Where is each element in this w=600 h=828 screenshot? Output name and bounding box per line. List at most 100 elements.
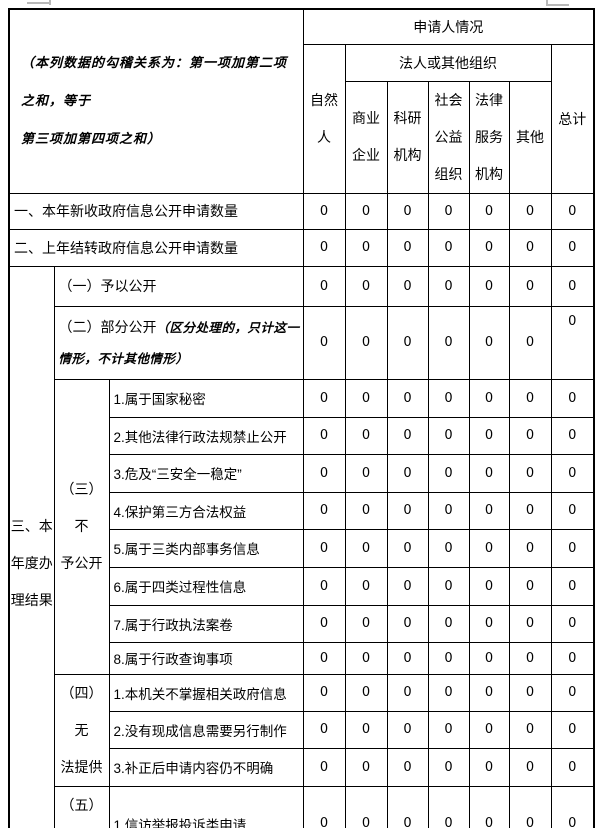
header-other: 其他 [508,80,552,194]
header-legal-org: 法人或其他组织 [344,43,552,82]
value-cell: 0 [468,710,510,750]
value-cell: 0 [386,528,429,568]
value-cell: 0 [386,265,429,307]
value-cell: 0 [508,265,552,307]
value-cell: 0 [550,491,595,530]
value-cell: 0 [508,378,552,418]
sub-item-label-internal-affairs: 5.属于三类内部事务信息 [108,528,304,568]
value-cell: 0 [302,785,346,828]
value-cell: 0 [550,416,595,455]
value-cell: 0 [302,748,346,787]
header-natural-person: 自然 人 [302,43,346,194]
value-cell: 0 [386,491,429,530]
value-cell: 0 [468,228,510,267]
value-cell: 0 [508,785,552,828]
value-cell: 0 [468,528,510,568]
table-edge-artifact-right-horizontal [546,4,569,6]
row-label-disclosed: （一）予以公开 [53,265,304,307]
value-cell: 0 [386,378,429,418]
value-cell: 0 [302,192,346,230]
value-cell: 0 [302,228,346,267]
value-cell: 0 [550,528,595,568]
section-label-not-disclosed: （三）不 予公开 [53,378,110,675]
value-cell: 0 [302,710,346,750]
header-legal-service-org: 法律 服务 机构 [468,80,510,194]
value-cell: 0 [550,566,595,606]
value-cell: 0 [508,491,552,530]
value-cell: 0 [427,416,470,455]
value-cell: 0 [427,748,470,787]
value-cell: 0 [302,265,346,307]
value-cell: 0 [302,453,346,493]
header-research-institution: 科研 机构 [386,80,429,194]
gov-info-disclosure-table: （本列数据的勾稽关系为：第一项加第二项之和，等于 第三项加第四项之和） 申请人情… [8,8,596,828]
value-cell: 0 [468,378,510,418]
value-cell: 0 [427,566,470,606]
value-cell: 0 [344,378,388,418]
row-label-carried-over: 二、上年结转政府信息公开申请数量 [8,228,304,267]
value-cell: 0 [550,265,595,307]
sub-item-label-law-forbidden: 2.其他法律行政法规禁止公开 [108,416,304,455]
sub-item-label-still-unclear: 3.补正后申请内容仍不明确 [108,748,304,787]
table-edge-artifact-left-horizontal [27,2,51,4]
value-cell: 0 [468,566,510,606]
value-cell: 0 [468,192,510,230]
value-cell: 0 [550,604,595,643]
value-cell: 0 [427,604,470,643]
value-cell: 0 [427,453,470,493]
value-cell: 0 [508,566,552,606]
section-label-not-processed: （五）不 [53,785,110,828]
value-cell: 0 [344,641,388,675]
value-cell: 0 [550,748,595,787]
sub-item-label-needs-creation: 2.没有现成信息需要另行制作 [108,710,304,750]
value-cell: 0 [508,604,552,643]
table-edge-artifact-left-vertical [49,0,51,5]
value-cell: 0 [550,785,595,828]
row-label-new-requests: 一、本年新收政府信息公开申请数量 [8,192,304,230]
value-cell: 0 [344,785,388,828]
value-cell: 0 [508,748,552,787]
sub-item-label-admin-inquiry: 8.属于行政查询事项 [108,641,304,675]
sub-item-label-third-party-rights: 4.保护第三方合法权益 [108,491,304,530]
header-commercial-enterprise: 商业 企业 [344,80,388,194]
value-cell: 0 [344,416,388,455]
value-cell: 0 [468,785,510,828]
sub-item-label-endanger-safety: 3.危及“三安全一稳定” [108,453,304,493]
value-cell: 0 [550,192,595,230]
value-cell: 0 [508,192,552,230]
value-cell: 0 [427,491,470,530]
value-cell: 0 [386,453,429,493]
value-cell: 0 [427,673,470,712]
value-cell: 0 [550,641,595,675]
value-cell: 0 [386,785,429,828]
value-cell: 0 [344,265,388,307]
header-applicant-status: 申请人情况 [302,8,595,45]
value-cell: 0 [344,228,388,267]
value-cell: 0 [386,566,429,606]
value-cell: 0 [302,604,346,643]
value-cell: 0 [468,641,510,675]
value-cell: 0 [386,305,429,380]
section-label-unable-provide: （四）无 法提供 [53,673,110,787]
section-label-annual-result: 三、本 年度办 理结果 [8,265,55,828]
value-cell: 0 [468,305,510,380]
value-cell: 0 [427,528,470,568]
value-cell: 0 [427,710,470,750]
partially-disclosed-main: （二）部分公开 [58,318,157,335]
value-cell: 0 [427,265,470,307]
value-cell: 0 [468,416,510,455]
value-cell: 0 [344,710,388,750]
value-cell: 0 [344,305,388,380]
value-cell: 0 [550,710,595,750]
value-cell: 0 [344,748,388,787]
sub-item-label-state-secret: 1.属于国家秘密 [108,378,304,418]
value-cell: 0 [344,453,388,493]
value-cell: 0 [427,305,470,380]
value-cell: 0 [550,305,595,380]
value-cell: 0 [386,673,429,712]
value-cell: 0 [344,604,388,643]
sub-item-label-petition-complaint: 1.信访举报投诉类申请 [108,785,304,828]
value-cell: 0 [302,673,346,712]
value-cell: 0 [386,748,429,787]
value-cell: 0 [550,673,595,712]
